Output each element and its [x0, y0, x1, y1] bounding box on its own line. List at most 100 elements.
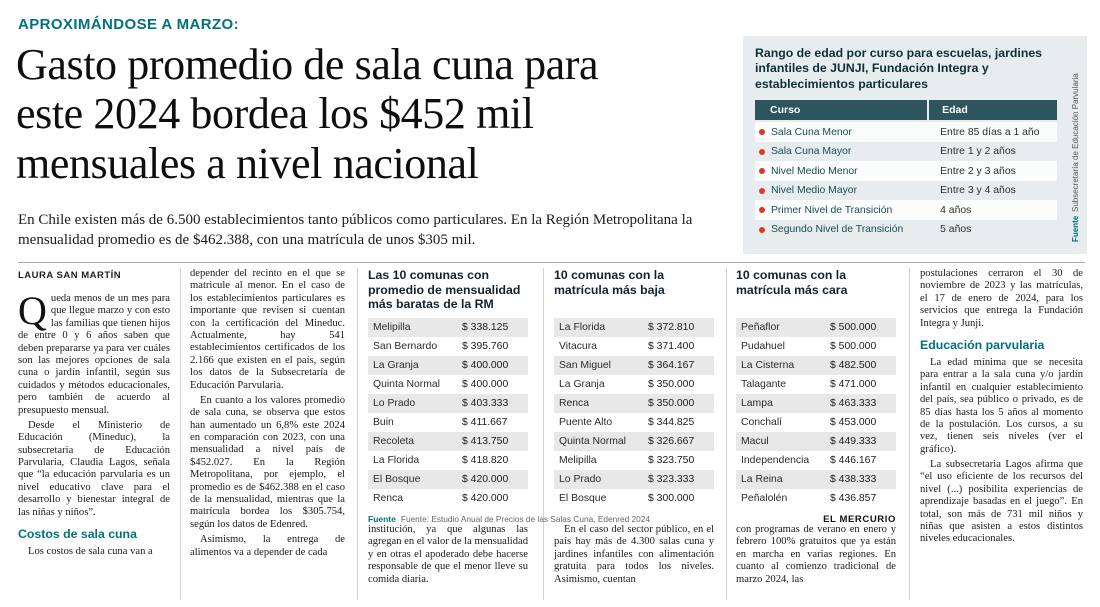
table-row: Renca $ 420.000 [373, 493, 509, 504]
headline-line-2: este 2024 bordea los $452 mil [16, 89, 534, 139]
comuna-tables: Las 10 comunas con promedio de mensualid… [368, 268, 896, 525]
table-matricula-mas-cara: 10 comunas con la matrícula más cara Peñ… [736, 268, 896, 508]
edad-value: 4 años [940, 204, 972, 216]
infobox-header-curso: Curso [755, 100, 928, 121]
table-row: Buin $ 411.667 [373, 417, 508, 428]
table-title: 10 comunas con la matrícula más baja [554, 268, 665, 297]
infobox-row: Segundo Nivel de Transición 5 años [755, 220, 1057, 240]
table-rows: Peñaflor $ 500.000 Pudahuel $ 500.000 La C… [736, 318, 896, 508]
curso-label: Nivel Medio Menor [771, 165, 858, 177]
table-row: Recoleta $ 413.750 [368, 432, 528, 451]
section-subhead: Costos de sala cuna [18, 527, 137, 542]
publisher-brand: EL MERCURIO [823, 514, 896, 525]
column-divider [726, 268, 727, 600]
table-row: Peñalolén $ 436.857 [741, 493, 877, 504]
table-row: La Granja $ 400.000 [368, 356, 528, 375]
table-row: La Florida $ 418.820 [373, 455, 509, 466]
dropcap: Q [18, 288, 47, 333]
paragraph: depender del recinto en el que se matric… [190, 268, 345, 391]
source-text: Subsecretaría de Educación Parvularia [1071, 73, 1080, 212]
table-row: Quinta Normal $ 326.667 [554, 432, 714, 451]
table-row: Independencia $ 446.167 [741, 455, 877, 466]
paragraph: En cuanto a los valores promedio de sala… [190, 394, 345, 530]
curso-label: Nivel Medio Mayor [771, 185, 858, 197]
kicker: APROXIMÁNDOSE A MARZO: [18, 16, 240, 33]
table-row: La Granja $ 350.000 [559, 379, 695, 390]
paragraph: Asimismo, la entrega de alimentos va a d… [190, 534, 345, 558]
paragraph: La edad mínima que se necesita para entr… [920, 356, 1083, 455]
bullet-icon [759, 226, 765, 233]
header-divider [18, 262, 1085, 263]
column-divider [543, 268, 544, 600]
headline-line-3: mensuales a nivel nacional [16, 138, 479, 188]
edad-value: Entre 85 días a 1 año [940, 126, 1040, 138]
edad-value: 5 años [940, 224, 972, 236]
table-row: Melipilla $ 338.125 [368, 318, 528, 337]
table-row: Renca $ 350.000 [554, 394, 714, 413]
paragraph: con programas de verano en enero y febre… [736, 524, 896, 585]
table-row: Talagante $ 471.000 [741, 379, 877, 390]
source-text: Fuente: Estudio Anual de Precios de las … [400, 514, 650, 524]
table-row: El Bosque $ 420.000 [368, 470, 528, 489]
curso-label: Primer Nivel de Transición [771, 204, 893, 216]
table-row: Lampa $ 463.333 [736, 394, 896, 413]
article-column-2: depender del recinto en el que se matric… [190, 268, 345, 562]
infobox-row: Primer Nivel de Transición 4 años [755, 200, 1057, 220]
infobox-rows: Sala Cuna Menor Entre 85 días a 1 año Sa… [755, 122, 1057, 239]
table-row: Peñaflor $ 500.000 [736, 318, 896, 337]
table-mensualidad-mas-barata: Las 10 comunas con promedio de mensualid… [368, 268, 528, 508]
paragraph: En el caso del sector público, en el paí… [554, 524, 714, 585]
deck: En Chile existen más de 6.500 establecim… [18, 212, 693, 249]
article-column-6: postulaciones cerraron el 30 de noviembr… [920, 268, 1083, 549]
column-divider [357, 268, 358, 600]
table-row: Lo Prado $ 403.333 [368, 394, 528, 413]
table-row: Vitacura $ 371.400 [559, 341, 695, 352]
curso-label: Sala Cuna Menor [771, 126, 852, 138]
infobox-row: Sala Cuna Mayor Entre 1 y 2 años [755, 142, 1057, 162]
paragraph-text: ueda menos de un mes para que llegue mar… [18, 293, 170, 416]
paragraph: Los costos de sala cuna van a [28, 546, 153, 558]
tables-source: Fuente Fuente: Estudio Anual de Precios … [368, 514, 698, 524]
curso-label: Segundo Nivel de Transición [771, 224, 904, 236]
table-row: Melipilla $ 323.750 [559, 455, 695, 466]
column-divider [180, 268, 181, 600]
table-row: Conchalí $ 453.000 [741, 417, 877, 428]
table-row: Quinta Normal $ 400.000 [373, 379, 509, 390]
table-matricula-mas-baja: 10 comunas con la matrícula más baja La … [554, 268, 714, 508]
edad-value: Entre 3 y 4 años [940, 185, 1016, 197]
paragraph: Desde el Ministerio de Educación (Minedu… [18, 419, 170, 518]
source-label: Fuente [1071, 215, 1080, 242]
infobox-title: Rango de edad por curso para escuelas, j… [755, 46, 1043, 91]
paragraph: institución, ya que algunas las agregan … [368, 524, 529, 585]
paragraph: postulaciones cerraron el 30 de noviembr… [920, 268, 1083, 329]
table-row: La Reina $ 438.333 [736, 470, 896, 489]
table-rows: Melipilla $ 338.125 San Bernardo $ 395.760… [368, 318, 528, 508]
table-title: 10 comunas con la matrícula más cara [736, 268, 848, 297]
bullet-icon [759, 168, 765, 175]
column-divider [909, 268, 910, 600]
infobox-source: Fuente Subsecretaría de Educación Parvul… [1071, 48, 1080, 242]
edad-value: Entre 1 y 2 años [940, 146, 1016, 158]
table-row: Pudahuel $ 500.000 [741, 341, 877, 352]
table-row: San Bernardo $ 395.760 [373, 341, 509, 352]
bullet-icon [759, 187, 765, 194]
infobox-row: Nivel Medio Mayor Entre 3 y 4 años [755, 181, 1057, 201]
curso-label: Sala Cuna Mayor [771, 146, 852, 158]
table-row: La Florida $ 372.810 [554, 318, 714, 337]
table-row: La Cisterna $ 482.500 [736, 356, 896, 375]
infobox-header-row: Curso Edad [755, 100, 1057, 121]
paragraph: La subsecretaria Lagos afirma que “el us… [920, 459, 1083, 545]
edad-value: Entre 2 y 3 años [940, 165, 1016, 177]
headline: Gasto promedio de sala cuna para este 20… [16, 40, 740, 188]
table-row: Lo Prado $ 323.333 [554, 470, 714, 489]
table-row: San Miguel $ 364.167 [554, 356, 714, 375]
section-subhead: Educación parvularia [920, 337, 1045, 352]
table-row: El Bosque $ 300.000 [559, 493, 695, 504]
age-range-infobox: Rango de edad por curso para escuelas, j… [743, 36, 1087, 254]
source-label: Fuente [368, 514, 396, 524]
table-rows: La Florida $ 372.810 Vitacura $ 371.400 Sa… [554, 318, 714, 508]
article-column-3: institución, ya que algunas las agregan … [368, 524, 528, 589]
